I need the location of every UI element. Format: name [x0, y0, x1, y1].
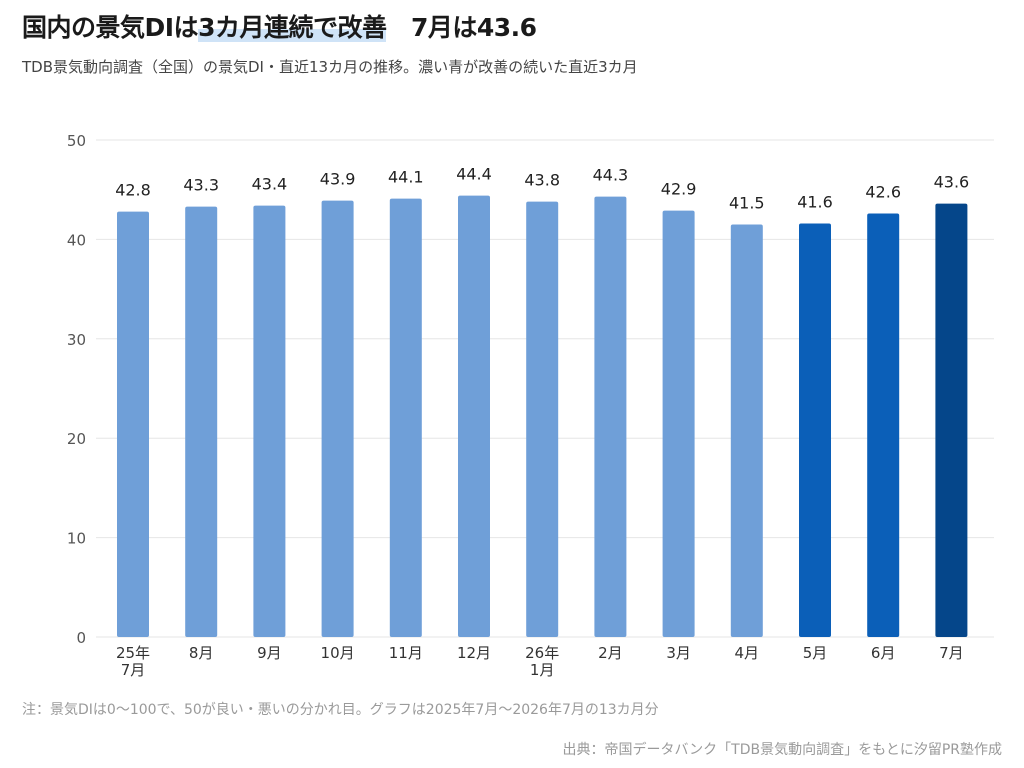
x-tick-line: 7月 [121, 661, 146, 679]
x-tick-label: 26年 1月 [525, 644, 559, 679]
value-label: 42.8 [115, 181, 151, 200]
x-tick-line: 12月 [457, 644, 491, 662]
x-tick-line: 25年 [116, 644, 150, 662]
x-tick-line: 2月 [598, 644, 623, 662]
bar [253, 205, 286, 637]
bar [662, 210, 695, 637]
x-tick-label: 11月 [389, 644, 423, 662]
x-tick-label: 12月 [457, 644, 491, 662]
bar [458, 195, 490, 637]
value-label: 43.4 [252, 175, 288, 194]
value-label: 44.3 [593, 166, 629, 185]
bar [730, 224, 763, 638]
y-tick-label: 10 [67, 530, 86, 548]
bar [935, 203, 968, 637]
value-label: 42.6 [865, 183, 901, 202]
x-tick-line: 4月 [735, 644, 760, 662]
title-highlight: 3カ月連続で改善 [198, 13, 387, 42]
chart-subtitle: TDB景気動向調査（全国）の景気DI・直近13カ月の推移。濃い青が改善の続いた直… [22, 58, 638, 76]
x-tick-line: 1月 [530, 661, 555, 679]
x-tick-label: 4月 [735, 644, 760, 662]
x-tick-line: 7月 [939, 644, 964, 662]
value-label: 43.6 [934, 173, 970, 192]
footnote: 注：景気DIは0〜100で、50が良い・悪いの分かれ目。グラフは2025年7月〜… [22, 702, 659, 718]
bar [321, 200, 354, 637]
x-tick-label: 10月 [321, 644, 355, 662]
x-tick-line: 8月 [189, 644, 214, 662]
x-tick-line: 9月 [257, 644, 282, 662]
x-tick-label: 5月 [803, 644, 828, 662]
bar [117, 211, 149, 637]
bar [389, 198, 422, 637]
chart-title: 国内の景気DIは3カ月連続で改善 7月は43.6 [22, 8, 537, 44]
title-post: 7月は43.6 [386, 13, 537, 42]
x-tick-label: 7月 [939, 644, 964, 662]
x-tick-label: 6月 [871, 644, 896, 662]
x-tick-label: 25年 7月 [116, 644, 150, 679]
title-pre: 国内の景気DIは [22, 13, 199, 42]
value-label: 43.8 [524, 171, 560, 190]
x-tick-label: 9月 [257, 644, 282, 662]
bar [526, 201, 559, 638]
y-tick-label: 50 [67, 132, 86, 150]
value-label: 43.3 [183, 176, 219, 195]
y-tick-label: 20 [67, 430, 86, 448]
bar [799, 223, 831, 637]
value-label: 41.5 [729, 193, 765, 212]
y-tick-label: 30 [67, 331, 86, 349]
x-tick-label: 2月 [598, 644, 623, 662]
x-tick-line: 11月 [389, 644, 423, 662]
x-tick-line: 3月 [666, 644, 691, 662]
bar-layer [117, 195, 968, 638]
x-tick-line: 6月 [871, 644, 896, 662]
x-tick-label: 8月 [189, 644, 214, 662]
x-tick-label: 3月 [666, 644, 691, 662]
bar [594, 196, 627, 637]
x-tick-line: 26年 [525, 644, 559, 662]
y-tick-label: 0 [76, 629, 86, 647]
value-label: 42.9 [661, 180, 697, 199]
bar [185, 206, 218, 637]
x-tick-line: 10月 [321, 644, 355, 662]
y-tick-label: 40 [67, 231, 86, 249]
source-credit: 出典：帝国データバンク「TDB景気動向調査」をもとに汐留PR塾作成 [562, 742, 1002, 758]
bar [867, 213, 900, 637]
value-label: 44.4 [456, 165, 492, 184]
x-tick-line: 5月 [803, 644, 828, 662]
value-label: 43.9 [320, 170, 356, 189]
value-label: 41.6 [797, 192, 833, 211]
value-label: 44.1 [388, 168, 424, 187]
